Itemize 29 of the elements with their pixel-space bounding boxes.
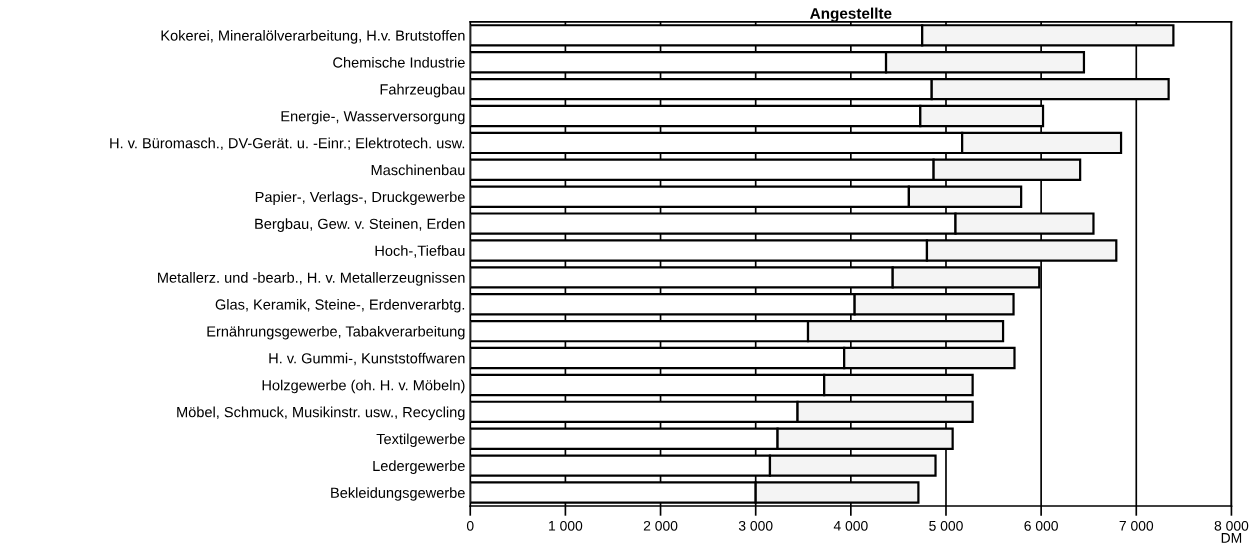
x-tick-label: 4 000 [833,520,868,531]
x-tick-label: 1 000 [549,520,583,531]
x-tick-label: 0 [466,520,474,531]
y-tick-label: Bekleidungsgewerbe [331,487,465,501]
x-tick-label: 7 000 [1119,520,1154,531]
x-tick-label: 6 000 [1024,520,1058,531]
y-tick-label: Hoch-,Tiefbau [375,245,465,258]
y-tick-label: Kokerei, Mineralölverarbeitung, H.v. Brutstoffen [161,30,465,44]
x-tick-label: 5 000 [929,520,963,531]
y-tick-label: Energie-, Wasserversorgung [281,110,465,125]
x-tick-label: 8 000 [1214,520,1249,531]
y-tick-label: Chemische Industrie [333,56,465,68]
y-tick-label: Metallerz. und -bearb., H. v. Metallerzeugnissen [158,272,465,286]
y-tick-label: Papier-, Verlags-, Druckgewerbe [255,191,465,205]
y-tick-label: Glas, Keramik, Steine-, Erdenverarbtg. [215,298,465,313]
y-tick-label: Holzgewerbe (oh. H. v. Möbeln) [262,379,465,394]
y-tick-label: Ernährungsgewerbe, Tabakverarbeitung [207,325,465,340]
y-tick-label: H. v. Gummi-, Kunststoffwaren [269,352,465,366]
y-tick-label: Textilgewerbe [376,433,465,448]
x-axis-title: DM [1221,533,1242,543]
y-tick-label: Maschinenbau [371,164,465,176]
x-tick-label: 2 000 [643,520,678,531]
y-tick-label: Möbel, Schmuck, Musikinstr. usw., Recycling [177,406,465,421]
y-tick-label: Ledergewerbe [373,460,465,474]
y-tick-label: Bergbau, Gew. v. Steinen, Erden [255,218,465,232]
y-tick-label: Fahrzeugbau [380,83,465,98]
chart-title: Angestellte [810,7,892,22]
x-tick-label: 3 000 [738,520,773,531]
y-tick-label: H. v. Büromasch., DV-Gerät. u. -Einr.; Elektrotech. usw. [110,137,465,151]
